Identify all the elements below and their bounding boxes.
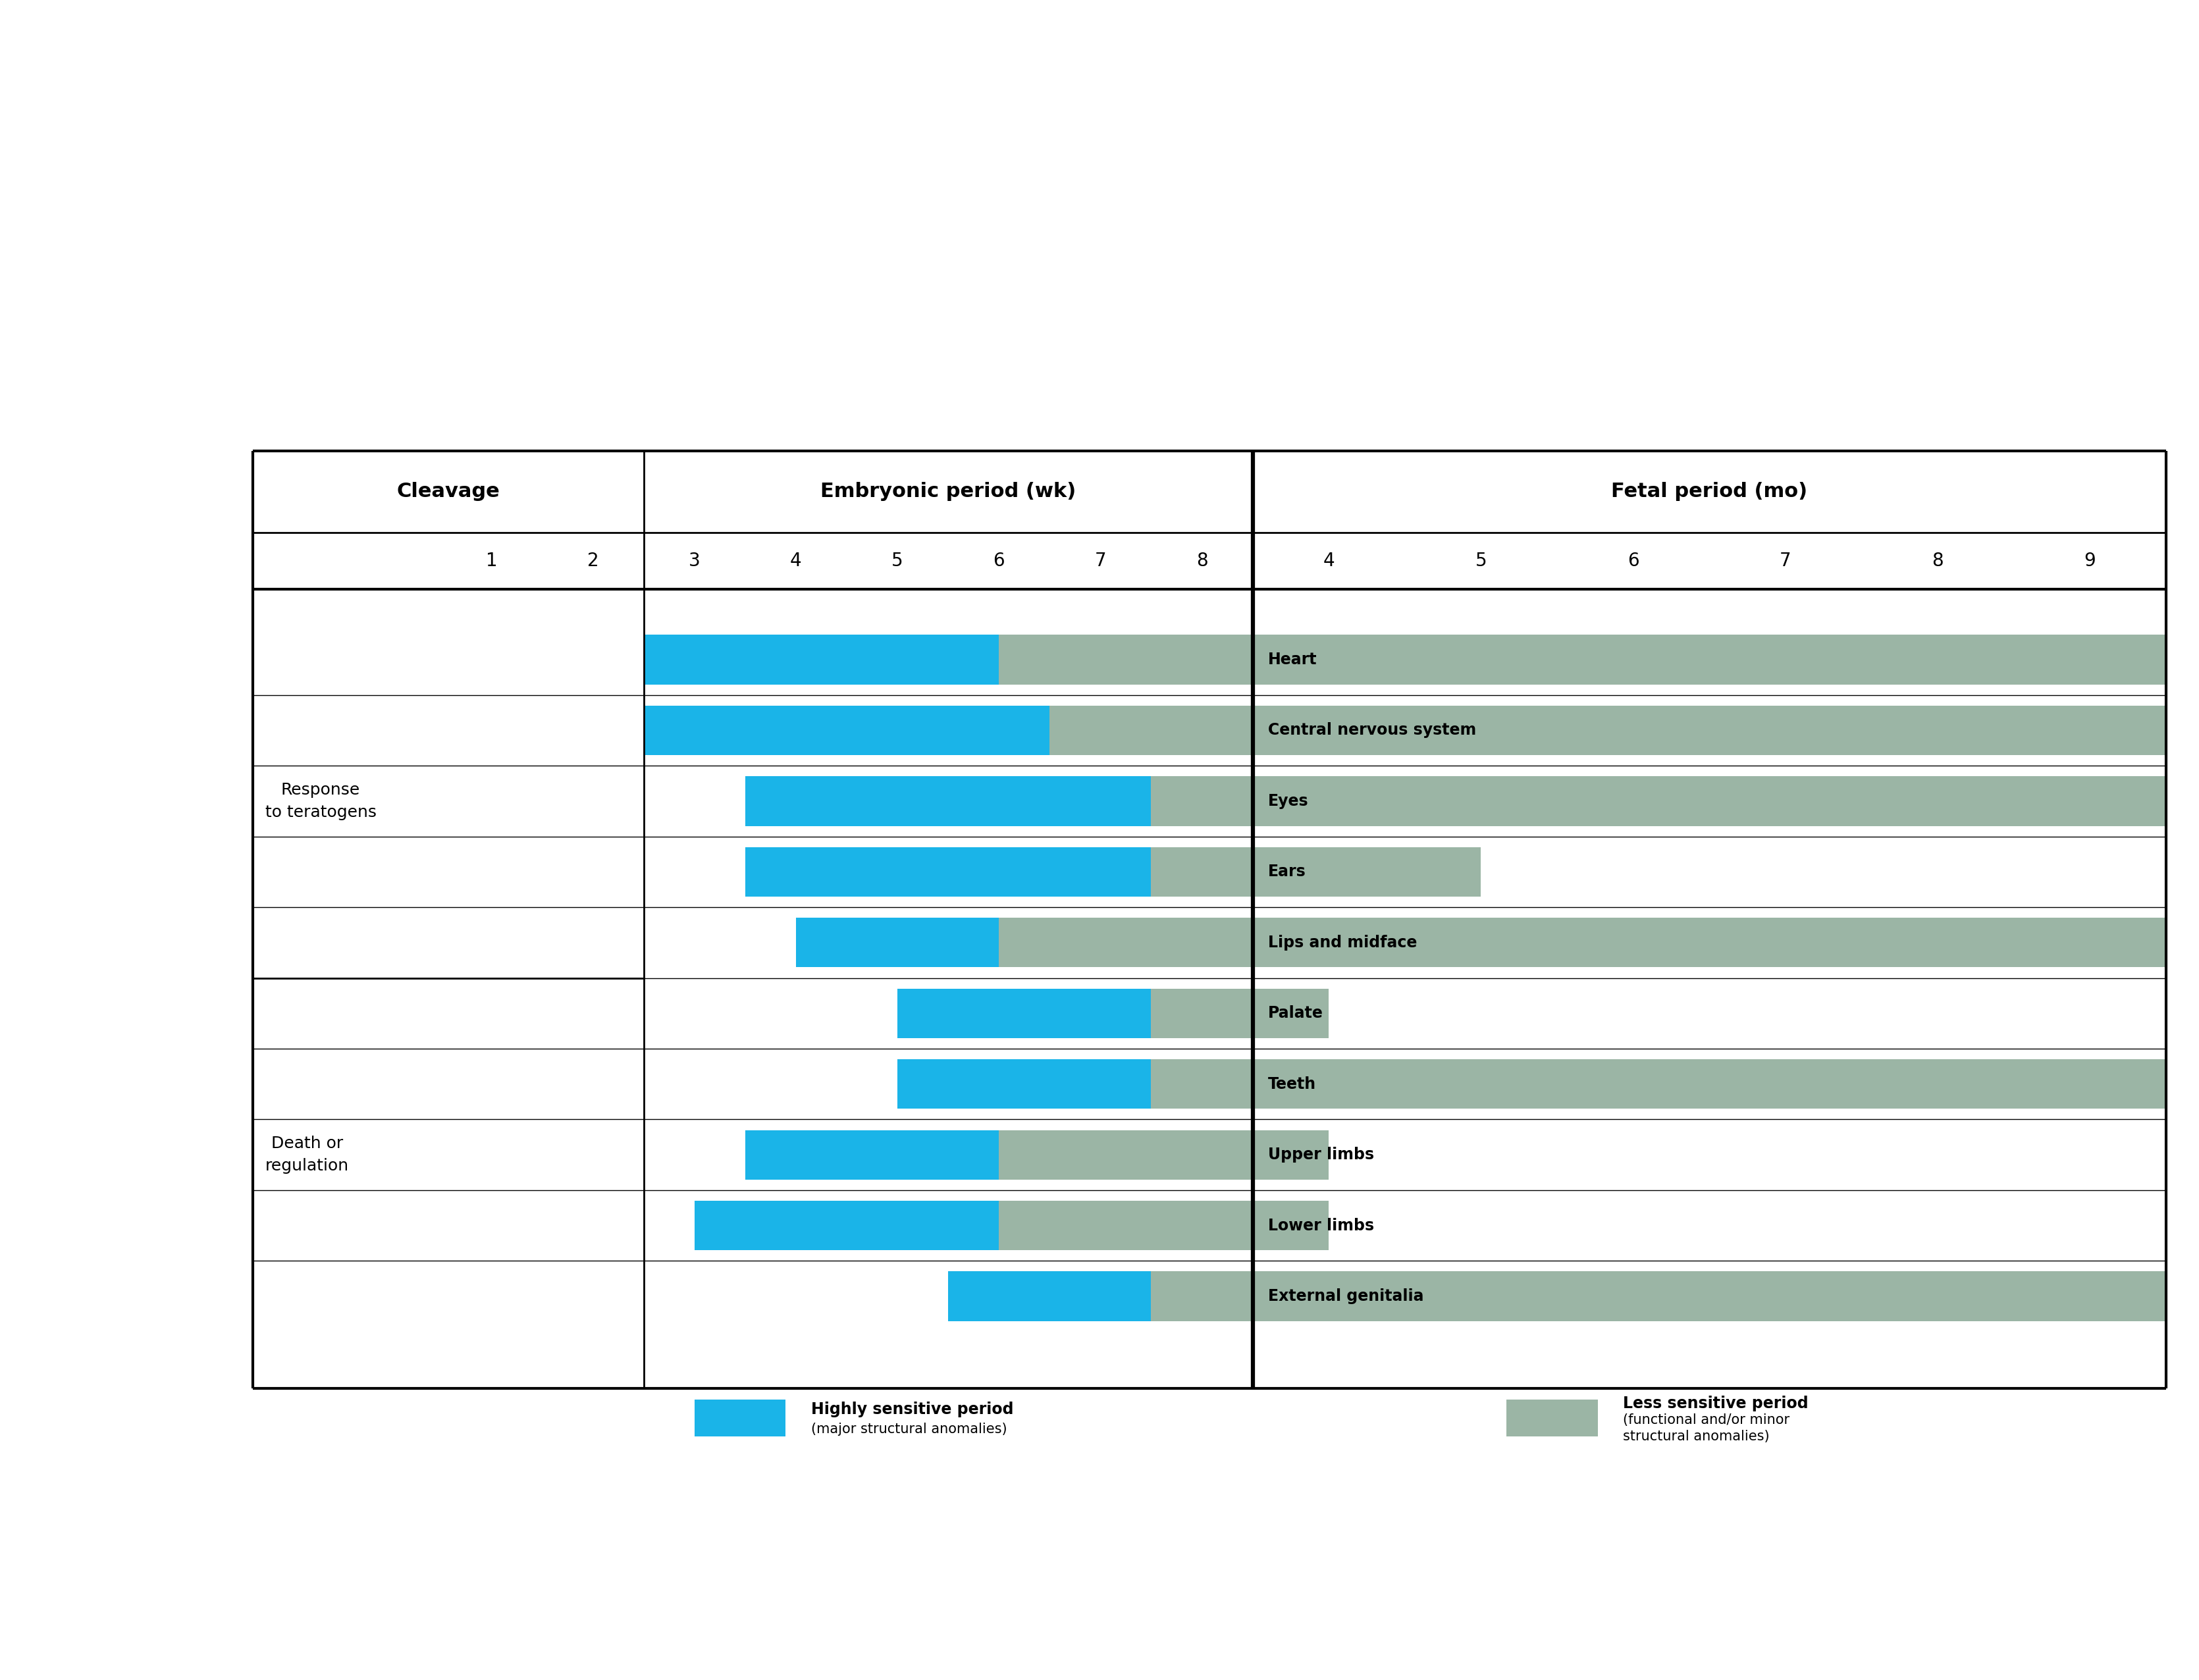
Bar xyxy=(1150,1060,2166,1109)
Bar xyxy=(745,1131,998,1179)
Text: External genitalia: External genitalia xyxy=(1269,1289,1423,1304)
Text: Lips and midface: Lips and midface xyxy=(1269,934,1416,951)
Text: structural anomalies): structural anomalies) xyxy=(1623,1430,1770,1443)
Text: 6: 6 xyxy=(1627,551,1638,570)
Bar xyxy=(948,1272,1150,1320)
Text: Eyes: Eyes xyxy=(1269,793,1308,810)
Bar xyxy=(1506,1399,1599,1436)
Text: Lower limbs: Lower limbs xyxy=(1269,1218,1374,1233)
Text: 5: 5 xyxy=(891,551,904,570)
Bar xyxy=(897,988,1150,1038)
Bar xyxy=(695,1201,998,1250)
Bar xyxy=(644,706,1049,754)
Text: Central nervous system: Central nervous system xyxy=(1269,722,1476,738)
Bar xyxy=(745,847,1150,897)
Text: 7: 7 xyxy=(1095,551,1106,570)
Text: 8: 8 xyxy=(1196,551,1207,570)
Bar xyxy=(796,917,998,968)
Text: 4: 4 xyxy=(1324,551,1335,570)
Text: 8: 8 xyxy=(1933,551,1944,570)
Bar xyxy=(1150,776,2166,827)
Text: Heart: Heart xyxy=(1269,652,1317,667)
Text: Highly sensitive period: Highly sensitive period xyxy=(811,1401,1014,1418)
Bar xyxy=(1049,706,2166,754)
Bar xyxy=(897,1060,1150,1109)
Text: Embryonic period (wk): Embryonic period (wk) xyxy=(820,482,1075,501)
Text: Ears: Ears xyxy=(1269,864,1306,880)
Bar xyxy=(1150,847,1480,897)
Bar xyxy=(644,635,998,684)
Text: 1: 1 xyxy=(486,551,497,570)
Text: Fetal period (mo): Fetal period (mo) xyxy=(1612,482,1808,501)
Bar xyxy=(998,1131,1328,1179)
Bar xyxy=(1150,1272,2166,1320)
Text: 2: 2 xyxy=(587,551,598,570)
Bar xyxy=(745,776,1150,827)
Text: 5: 5 xyxy=(1476,551,1487,570)
Text: (major structural anomalies): (major structural anomalies) xyxy=(811,1423,1007,1436)
Text: 9: 9 xyxy=(2085,551,2096,570)
Text: Palate: Palate xyxy=(1269,1005,1324,1021)
Text: Teeth: Teeth xyxy=(1269,1077,1315,1092)
Bar xyxy=(1150,988,1328,1038)
Text: Upper limbs: Upper limbs xyxy=(1269,1147,1374,1163)
Bar xyxy=(998,917,2166,968)
Text: Less sensitive period: Less sensitive period xyxy=(1623,1396,1808,1411)
Text: 4: 4 xyxy=(789,551,803,570)
Text: 6: 6 xyxy=(994,551,1005,570)
Text: 3: 3 xyxy=(688,551,699,570)
Text: 7: 7 xyxy=(1779,551,1792,570)
Text: Death or
regulation: Death or regulation xyxy=(266,1136,350,1174)
Bar xyxy=(998,635,2166,684)
Text: Response
to teratogens: Response to teratogens xyxy=(266,783,376,820)
Bar xyxy=(695,1399,785,1436)
Text: (functional and/or minor: (functional and/or minor xyxy=(1623,1413,1790,1426)
Bar xyxy=(998,1201,1328,1250)
Text: Cleavage: Cleavage xyxy=(396,482,499,501)
